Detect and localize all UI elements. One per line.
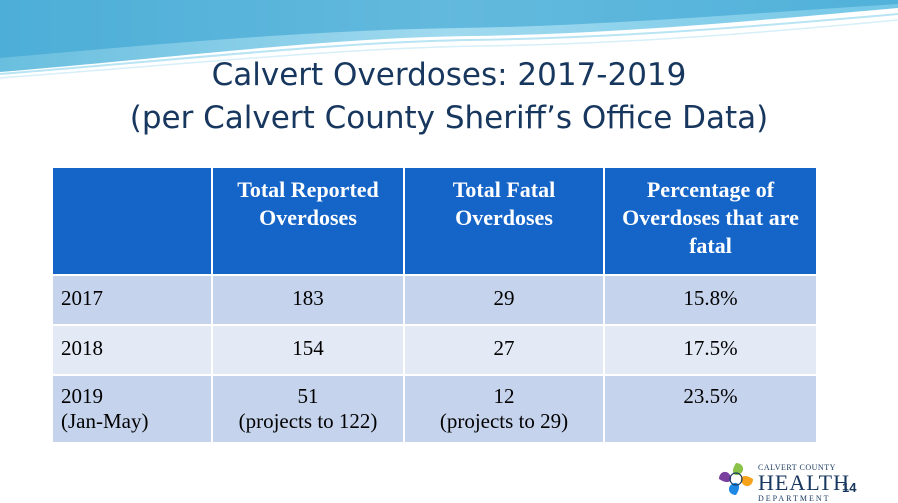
table-row: 2019 (Jan-May) 51 (projects to 122) 12 (… bbox=[51, 374, 818, 444]
year-value: 2019 bbox=[61, 384, 103, 408]
cell-percent: 23.5% bbox=[603, 374, 818, 444]
header-percentage-fatal: Percentage of Overdoses that are fatal bbox=[603, 166, 818, 276]
logo-line-health: HEALTH bbox=[758, 470, 850, 495]
cell-year: 2017 bbox=[51, 274, 213, 326]
cell-year: 2019 (Jan-May) bbox=[51, 374, 213, 444]
slide-title: Calvert Overdoses: 2017-2019 bbox=[211, 57, 687, 93]
logo-text: CALVERT COUNTY HEALTH DEPARTMENT bbox=[758, 463, 850, 503]
health-department-logo-icon bbox=[719, 463, 753, 495]
table-row: 2017 183 29 15.8% bbox=[51, 274, 818, 326]
year-note: (Jan-May) bbox=[61, 409, 149, 433]
table-header-row: Total Reported Overdoses Total Fatal Ove… bbox=[51, 166, 818, 276]
cell-reported: 183 bbox=[211, 274, 405, 326]
fatal-note: (projects to 29) bbox=[439, 409, 569, 433]
slide-subtitle: (per Calvert County Sheriff’s Office Dat… bbox=[129, 100, 769, 136]
page-number: 14 bbox=[842, 480, 857, 495]
year-value: 2018 bbox=[61, 336, 103, 360]
logo-line-county: CALVERT COUNTY bbox=[758, 463, 836, 472]
header-blank bbox=[51, 166, 213, 276]
cell-fatal: 29 bbox=[403, 274, 605, 326]
cell-fatal: 12 (projects to 29) bbox=[403, 374, 605, 444]
logo-line-department: DEPARTMENT bbox=[758, 494, 831, 503]
header-total-fatal: Total Fatal Overdoses bbox=[403, 166, 605, 276]
table-row: 2018 154 27 17.5% bbox=[51, 324, 818, 376]
cell-percent: 15.8% bbox=[603, 274, 818, 326]
year-value: 2017 bbox=[61, 286, 103, 310]
cell-percent: 17.5% bbox=[603, 324, 818, 376]
cell-reported: 51 (projects to 122) bbox=[211, 374, 405, 444]
reported-note: (projects to 122) bbox=[238, 409, 378, 433]
cell-reported: 154 bbox=[211, 324, 405, 376]
fatal-value: 12 bbox=[493, 384, 515, 408]
cell-fatal: 27 bbox=[403, 324, 605, 376]
reported-value: 51 bbox=[297, 384, 319, 408]
overdose-table: Total Reported Overdoses Total Fatal Ove… bbox=[51, 166, 818, 444]
cell-year: 2018 bbox=[51, 324, 213, 376]
header-total-reported: Total Reported Overdoses bbox=[211, 166, 405, 276]
decorative-wave-banner bbox=[0, 0, 898, 79]
